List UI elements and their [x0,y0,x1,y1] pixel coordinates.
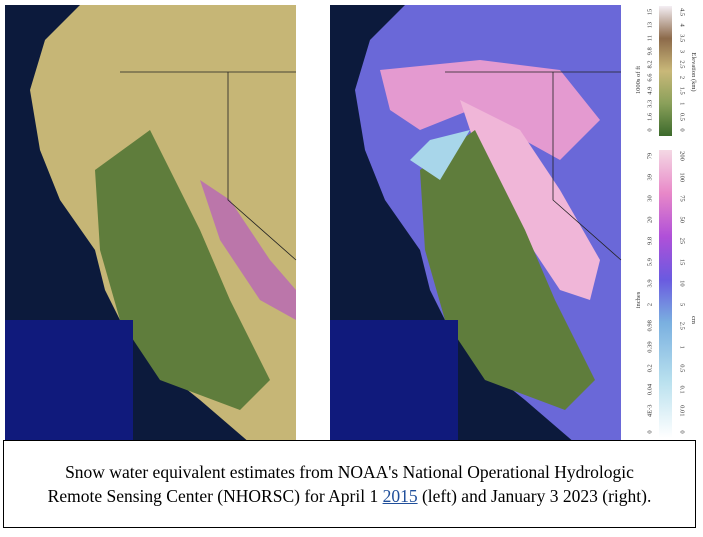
legend-label: 2.5 [679,60,686,68]
legend-label: 3.5 [679,34,686,42]
legend-label: 79 [646,153,653,160]
legend-label: 9.8 [646,47,653,55]
legend-label: 4.9 [646,87,653,95]
legend-label: 11 [646,35,653,41]
legend-label: 30 [646,195,653,202]
legend-title: inches [635,291,642,308]
legend-label: 1.5 [679,87,686,95]
legend-label: 3.9 [646,279,653,287]
legend-label: 2.5 [679,322,686,330]
legend-label: 100 [679,172,686,182]
legend-label: 0 [679,128,686,131]
legend-label: 0.5 [679,113,686,121]
legend-title: 1000s of ft [635,66,642,94]
legend-label: 200 [679,151,686,161]
legend-label: 4E-3 [646,404,653,417]
legend-label: 0.39 [646,341,653,352]
legend-label: 3 [679,50,686,53]
legend-label: 8.2 [646,60,653,68]
legend-title: cm [690,316,697,324]
legend-label: 75 [679,195,686,202]
legend-label: 1.6 [646,112,653,121]
legend-label: 39 [646,174,653,181]
left-map [5,5,297,440]
legend-label: 2 [679,76,686,79]
legend-label: 0 [646,430,653,433]
legend-label: 0.5 [679,364,686,372]
legend-label: 50 [679,216,686,223]
legend-label: 0 [679,430,686,433]
legend-label: 2 [646,303,653,306]
legend-label: 20 [646,216,653,223]
legend-label: 5 [679,303,686,306]
legend-label: 15 [646,9,653,16]
legend-label: 13 [646,22,653,29]
right-map [330,5,622,440]
elevation-color-bar [659,6,672,136]
legend-label: 15 [679,259,686,266]
legend-label: 3.3 [646,100,653,108]
legend-label: 6.6 [646,73,653,82]
caption-text: (left) and January 3 2023 (right). [421,486,652,506]
legend-label: 1 [679,345,686,348]
legend-label: 1 [679,102,686,105]
legend-label: 0.98 [646,320,653,331]
caption-link[interactable]: 2015 [382,486,418,506]
snow-color-bar [659,150,672,438]
figure: 1000s of ft Elevation (km) inches cm 151… [5,5,697,440]
legend-label: 4 [679,23,686,27]
legend-label: 0.1 [679,385,686,393]
legend-label: 4.5 [679,8,686,16]
legend-label: 25 [679,238,686,245]
legend-label: 10 [679,280,686,287]
legend-title: Elevation (km) [690,52,697,91]
caption-text: Snow water equivalent estimates from NOA… [47,462,634,506]
legend-label: 9.8 [646,237,653,245]
legend-label: 5.9 [646,258,653,266]
caption: Snow water equivalent estimates from NOA… [3,440,696,528]
legend-label: 0 [646,128,653,131]
legend-label: 0.2 [646,364,653,372]
legend-label: 0.04 [646,383,653,395]
legend-label: 0.01 [679,405,686,416]
